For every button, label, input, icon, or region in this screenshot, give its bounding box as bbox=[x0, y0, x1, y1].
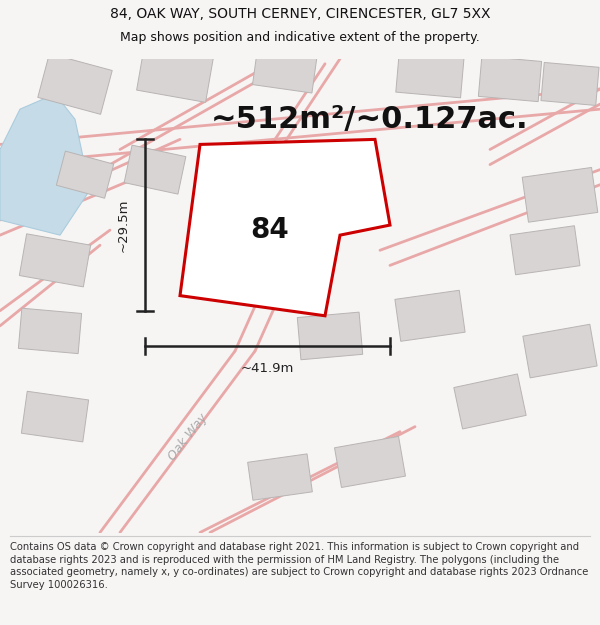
Bar bbox=[22, 391, 89, 442]
Polygon shape bbox=[180, 139, 390, 316]
Text: ~29.5m: ~29.5m bbox=[116, 198, 130, 252]
Bar bbox=[396, 50, 464, 98]
Bar bbox=[335, 436, 406, 488]
Bar bbox=[19, 234, 91, 287]
Polygon shape bbox=[0, 94, 90, 235]
Bar bbox=[541, 62, 599, 106]
Bar bbox=[395, 290, 465, 341]
Text: ~41.9m: ~41.9m bbox=[241, 362, 294, 375]
Bar bbox=[510, 226, 580, 275]
Bar bbox=[38, 54, 112, 114]
Bar bbox=[478, 56, 542, 102]
Bar bbox=[248, 454, 313, 500]
Text: Oak Way: Oak Way bbox=[166, 411, 210, 462]
Bar bbox=[206, 236, 274, 284]
Text: Map shows position and indicative extent of the property.: Map shows position and indicative extent… bbox=[120, 31, 480, 44]
Text: ~512m²/~0.127ac.: ~512m²/~0.127ac. bbox=[211, 105, 529, 134]
Bar bbox=[253, 44, 317, 93]
Bar bbox=[454, 374, 526, 429]
Bar bbox=[523, 324, 597, 378]
Bar bbox=[137, 46, 214, 102]
Bar bbox=[19, 308, 82, 354]
Text: 84, OAK WAY, SOUTH CERNEY, CIRENCESTER, GL7 5XX: 84, OAK WAY, SOUTH CERNEY, CIRENCESTER, … bbox=[110, 7, 490, 21]
Text: 84: 84 bbox=[251, 216, 289, 244]
Bar bbox=[124, 145, 186, 194]
Bar bbox=[56, 151, 113, 198]
Text: Contains OS data © Crown copyright and database right 2021. This information is : Contains OS data © Crown copyright and d… bbox=[10, 542, 589, 590]
Bar bbox=[297, 312, 363, 360]
Bar bbox=[522, 168, 598, 222]
